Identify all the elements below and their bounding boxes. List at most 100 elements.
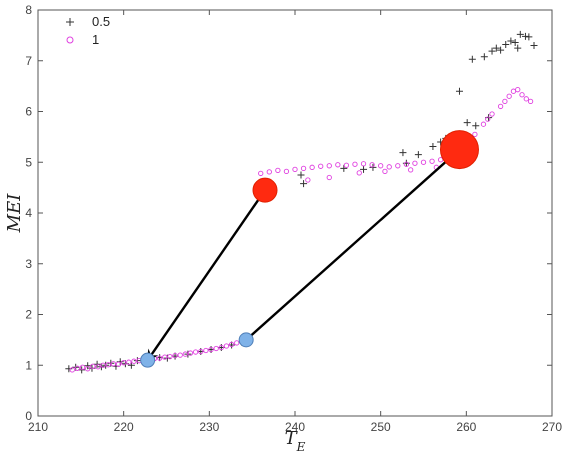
- legend-marker-circle: [66, 36, 74, 44]
- data-point-circle: [309, 164, 315, 170]
- data-point-circle: [105, 362, 111, 368]
- x-tick-label: 220: [114, 420, 134, 434]
- data-point-plus: [497, 46, 505, 54]
- data-point-circle: [407, 167, 414, 173]
- x-tick-label: 270: [542, 420, 562, 434]
- data-point-circle: [90, 363, 96, 369]
- data-point-circle: [223, 343, 230, 349]
- data-point-plus: [402, 159, 410, 167]
- transition-arrow: [146, 189, 267, 362]
- y-tick-label: 5: [25, 155, 32, 169]
- y-tick-label: 3: [25, 257, 32, 271]
- data-point-circle: [283, 168, 290, 175]
- data-point-circle: [182, 351, 188, 357]
- data-point-plus: [463, 119, 471, 127]
- data-point-circle: [343, 162, 350, 168]
- annotations: [140, 130, 479, 368]
- data-point-circle: [266, 169, 272, 175]
- data-point-circle: [85, 366, 91, 372]
- transition-arrow: [245, 148, 461, 341]
- data-point-circle: [318, 163, 324, 169]
- data-point-plus: [525, 33, 533, 41]
- blue-state-marker: [238, 332, 254, 348]
- data-point-plus: [65, 365, 73, 373]
- data-point-plus: [516, 30, 524, 38]
- data-point-circle: [335, 162, 341, 168]
- plot-frame: [37, 9, 553, 417]
- legend-label: 1: [92, 32, 99, 47]
- y-axis-label: MEI: [4, 193, 25, 234]
- red-state-marker: [439, 130, 479, 170]
- data-point-plus: [163, 354, 171, 362]
- x-tick-label: 240: [285, 420, 305, 434]
- y-tick-label: 1: [25, 358, 32, 372]
- data-point-circle: [502, 98, 508, 105]
- data-point-circle: [519, 92, 525, 98]
- data-point-circle: [74, 365, 81, 371]
- data-point-plus: [521, 32, 529, 40]
- data-layer: [65, 30, 538, 374]
- data-point-circle: [305, 177, 311, 183]
- legend: 0.51: [66, 14, 110, 47]
- data-point-plus: [340, 164, 348, 172]
- data-point-plus: [399, 149, 407, 157]
- data-point-circle: [69, 367, 75, 373]
- data-point-circle: [472, 131, 478, 137]
- data-point-circle: [100, 362, 106, 368]
- data-point-plus: [455, 87, 463, 95]
- data-point-circle: [515, 87, 521, 93]
- legend-label: 0.5: [92, 14, 110, 29]
- data-point-circle: [356, 170, 362, 176]
- data-point-circle: [326, 174, 332, 181]
- data-point-circle: [228, 341, 235, 348]
- y-tick-label: 2: [25, 308, 32, 322]
- data-point-circle: [386, 164, 392, 170]
- data-point-plus: [133, 357, 141, 365]
- y-tick-label: 4: [25, 206, 32, 220]
- data-point-circle: [300, 165, 307, 171]
- data-point-plus: [507, 37, 515, 45]
- data-point-plus: [127, 361, 135, 369]
- data-point-plus: [530, 42, 538, 50]
- data-point-circle: [79, 364, 86, 370]
- data-point-circle: [510, 88, 517, 94]
- data-point-circle: [412, 160, 418, 166]
- data-point-plus: [429, 143, 437, 151]
- y-tick-label: 6: [25, 105, 32, 119]
- data-point-circle: [480, 121, 487, 127]
- data-point-plus: [502, 41, 510, 49]
- y-tick-label: 0: [25, 409, 32, 423]
- data-point-circle: [382, 168, 388, 175]
- data-point-circle: [203, 347, 209, 354]
- y-tick-label: 7: [25, 54, 32, 68]
- data-point-circle: [378, 163, 384, 169]
- x-tick-label: 260: [456, 420, 476, 434]
- data-point-circle: [369, 162, 375, 168]
- data-point-circle: [126, 359, 132, 365]
- legend-marker-plus: [66, 18, 74, 26]
- data-point-circle: [121, 360, 127, 366]
- data-point-plus: [472, 122, 480, 130]
- data-point-circle: [420, 159, 427, 165]
- data-point-circle: [177, 352, 183, 358]
- data-point-circle: [192, 349, 199, 355]
- data-point-circle: [360, 161, 367, 167]
- data-point-plus: [369, 163, 377, 171]
- data-point-circle: [275, 167, 281, 174]
- data-point-circle: [497, 103, 504, 110]
- data-point-plus: [84, 362, 92, 370]
- data-point-circle: [234, 340, 240, 346]
- data-point-plus: [511, 38, 519, 46]
- data-point-circle: [131, 358, 137, 364]
- data-point-circle: [326, 163, 332, 169]
- data-point-circle: [167, 353, 173, 360]
- data-point-plus: [360, 165, 368, 173]
- data-point-plus: [414, 151, 422, 159]
- data-point-plus: [514, 44, 522, 52]
- data-point-plus: [480, 53, 488, 61]
- data-point-circle: [395, 163, 401, 169]
- data-point-plus: [492, 44, 500, 52]
